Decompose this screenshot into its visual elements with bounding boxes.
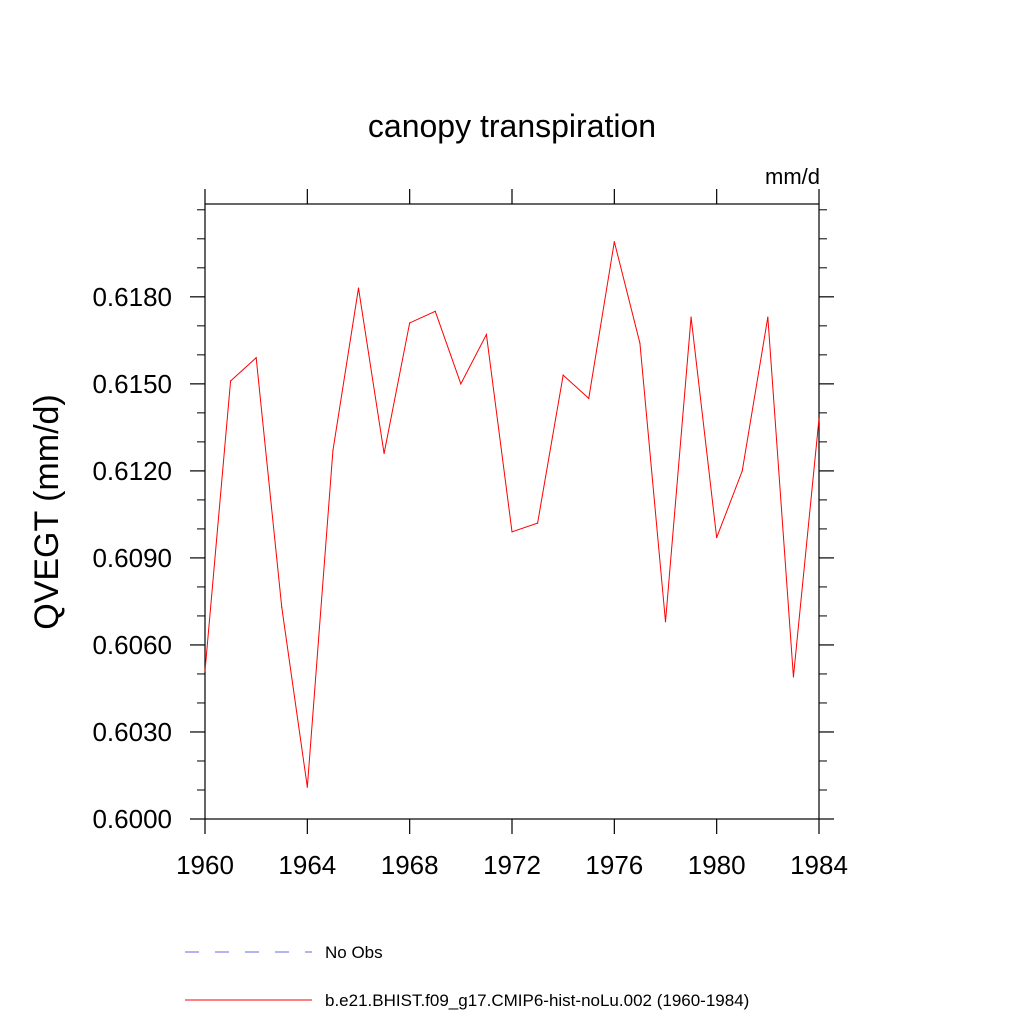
x-tick-label: 1964 [278, 850, 336, 880]
x-tick-label: 1976 [585, 850, 643, 880]
y-tick-label: 0.6000 [92, 804, 172, 834]
data-point [434, 310, 436, 312]
data-point [229, 380, 232, 382]
data-point [588, 397, 590, 399]
data-point [511, 531, 513, 533]
units-label: mm/d [765, 164, 820, 189]
x-tick-label: 1980 [688, 850, 746, 880]
data-point [639, 342, 641, 344]
x-tick-label: 1972 [483, 850, 541, 880]
y-axis-label: QVEGT (mm/d) [28, 394, 66, 630]
data-point [716, 537, 718, 539]
series-layer [204, 241, 820, 788]
axis-ticks [190, 189, 834, 834]
data-point [255, 357, 257, 359]
x-tick-label: 1968 [381, 850, 439, 880]
y-tick-label: 0.6060 [92, 630, 172, 660]
data-point [383, 452, 385, 455]
y-tick-label: 0.6120 [92, 456, 172, 486]
data-point [204, 670, 206, 672]
data-point [690, 316, 692, 318]
data-point [664, 621, 667, 623]
data-point [767, 316, 769, 318]
data-point [281, 606, 283, 608]
legend-label: b.e21.BHIST.f09_g17.CMIP6-hist-noLu.002 … [325, 991, 749, 1010]
y-tick-label: 0.6030 [92, 717, 172, 747]
legend: No Obs b.e21.BHIST.f09_g17.CMIP6-hist-noL… [185, 943, 749, 1010]
y-tick-label: 0.6090 [92, 543, 172, 573]
chart-title: canopy transpiration [368, 108, 656, 144]
data-point [332, 449, 334, 452]
x-tick-label: 1960 [176, 850, 234, 880]
y-tick-labels: 0.6000 0.6030 0.6060 0.6090 0.6120 0.6150 0.61… [92, 282, 172, 834]
legend-label: No Obs [325, 943, 383, 962]
data-point [460, 383, 462, 385]
data-point [792, 676, 795, 678]
data-point [613, 241, 615, 243]
y-tick-label: 0.6180 [92, 282, 172, 312]
data-point [357, 287, 360, 289]
y-tick-label: 0.6150 [92, 369, 172, 399]
data-point [536, 522, 539, 524]
data-point [409, 322, 411, 324]
series-line [204, 241, 820, 788]
data-point [818, 418, 820, 420]
data-point [306, 786, 308, 788]
x-tick-labels: 1960 1964 1968 1972 1976 1980 1984 [176, 850, 848, 880]
data-point [562, 374, 564, 376]
data-point [741, 470, 743, 472]
x-tick-label: 1984 [790, 850, 848, 880]
data-point [485, 333, 488, 336]
